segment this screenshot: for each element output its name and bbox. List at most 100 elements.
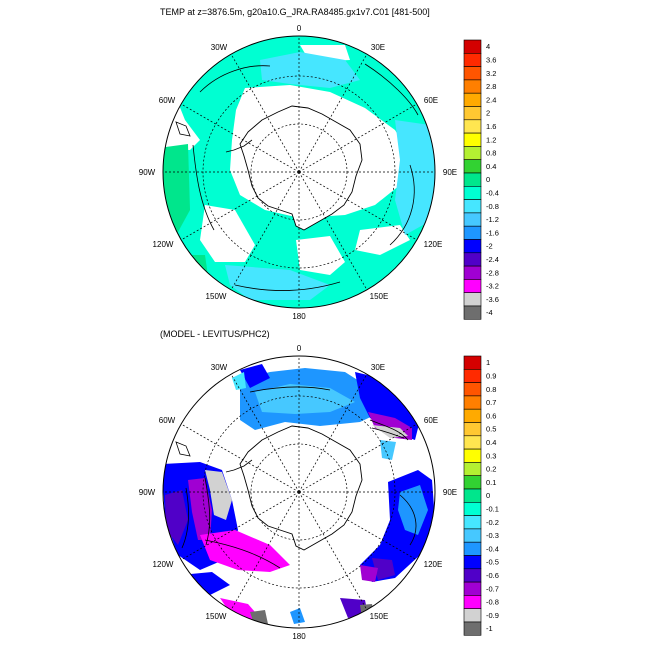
bottom-polar-map: 0 30E 60E 90E 120E 150E 180 150W 120W 90… — [139, 344, 457, 641]
bottom-field-southeast-purple — [372, 558, 395, 580]
top-lon-label-90e: 90E — [443, 168, 457, 177]
bottom-colorbar-swatch-3 — [463, 395, 482, 410]
bottom-lon-label-60e: 60E — [424, 416, 438, 425]
top-colorbar-label-14: -1.6 — [486, 228, 499, 237]
bottom-colorbar-label-13: -0.3 — [486, 531, 499, 540]
bottom-field-west-gray — [205, 470, 232, 520]
bottom-colorbar-label-6: 0.4 — [486, 438, 496, 447]
bottom-colorbar-swatch-8 — [463, 462, 482, 476]
top-longitude-labels: 0 30E 60E 90E 120E 150E 180 150W 120W 90… — [139, 24, 457, 321]
bottom-field-north-cyan — [232, 372, 246, 390]
bottom-colorbar-swatch-5 — [463, 422, 482, 437]
top-colorbar-swatch-5 — [463, 106, 482, 121]
top-lon-label-180: 180 — [292, 312, 306, 321]
bottom-colorbar-swatch-15 — [463, 555, 482, 570]
top-colorbar-label-0: 4 — [486, 42, 490, 51]
top-colorbar-swatch-3 — [463, 79, 482, 94]
top-colorbar-swatch-1 — [463, 52, 482, 67]
bottom-longitude-labels: 0 30E 60E 90E 120E 150E 180 150W 120W 90… — [139, 344, 457, 641]
top-lon-label-30e: 30E — [371, 43, 385, 52]
bottom-peninsula-outline — [225, 459, 253, 473]
top-colorbar-swatch-4 — [463, 92, 482, 107]
top-colorbar-swatch-9 — [463, 159, 482, 174]
top-colorbar-swatch-8 — [463, 146, 482, 160]
bottom-field-west-darkpurple — [165, 490, 188, 545]
bottom-colorbar-swatch-16 — [463, 568, 482, 583]
top-gap-1 — [163, 95, 200, 150]
bottom-lon-label-60w: 60W — [159, 416, 176, 425]
top-field-patch-south — [225, 265, 330, 300]
top-colorbar-label-11: -0.4 — [486, 188, 499, 197]
top-field-patch-north — [260, 52, 360, 88]
bottom-colorbar-swatch-13 — [463, 528, 482, 543]
top-graticule — [163, 36, 435, 308]
bottom-colorbar-label-16: -0.6 — [486, 571, 499, 580]
top-colorbar-label-19: -3.6 — [486, 295, 499, 304]
top-colorbar-label-8: 0.8 — [486, 149, 496, 158]
bottom-colorbar-swatch-2 — [463, 382, 482, 397]
top-colorbar-swatch-16 — [463, 252, 482, 267]
top-colorbar-label-20: -4 — [486, 308, 493, 317]
top-colorbar-swatch-18 — [463, 279, 482, 293]
bottom-colorbar-swatch-17 — [463, 581, 482, 596]
top-colorbar-swatch-14 — [463, 225, 482, 240]
bottom-field-southeast-violet — [360, 565, 378, 582]
bottom-lon-label-90e: 90E — [443, 488, 457, 497]
bottom-graticule — [163, 356, 435, 628]
top-colorbar-swatch-15 — [463, 239, 482, 254]
bottom-lon-label-30e: 30E — [371, 363, 385, 372]
top-colorbar-swatch-13 — [463, 212, 482, 227]
bottom-colorbar: 1 0.9 0.8 0.7 0.6 0.5 0.4 0.3 0.2 0.1 0 -0.1 -0.2 -0.… — [463, 355, 499, 636]
top-colorbar-swatch-12 — [463, 199, 482, 214]
top-polar-map: 0 30E 60E 90E 120E 150E 180 150W 120W 90… — [139, 24, 457, 321]
top-colorbar-label-7: 1.2 — [486, 135, 496, 144]
top-field-patch-east — [395, 120, 435, 235]
top-south-america-outline — [175, 121, 191, 137]
bottom-colorbar-swatch-6 — [463, 435, 482, 450]
top-gap-5 — [355, 225, 410, 255]
bottom-lon-label-180: 180 — [292, 632, 306, 641]
bottom-colorbar-label-7: 0.3 — [486, 451, 496, 460]
top-colorbar-label-3: 2.8 — [486, 82, 496, 91]
bottom-map-border — [162, 355, 436, 629]
top-colorbar-label-15: -2 — [486, 242, 493, 251]
bottom-lon-label-150e: 150E — [370, 612, 389, 621]
bottom-colorbar-swatch-20 — [463, 621, 482, 636]
top-colorbar-label-16: -2.4 — [486, 255, 499, 264]
bottom-field-north-lightblue — [255, 384, 355, 414]
top-lon-label-150e: 150E — [370, 292, 389, 301]
top-colorbar-label-18: -3.2 — [486, 282, 499, 291]
bottom-colorbar-label-12: -0.2 — [486, 518, 499, 527]
bottom-colorbar-label-2: 0.8 — [486, 385, 496, 394]
bottom-colorbar-swatch-0 — [463, 355, 482, 370]
top-colorbar-swatch-11 — [463, 186, 482, 200]
bottom-colorbar-label-19: -0.9 — [486, 611, 499, 620]
bottom-field-west-purple — [188, 478, 212, 540]
bottom-colorbar-label-4: 0.6 — [486, 411, 496, 420]
top-lon-label-90w: 90W — [139, 168, 156, 177]
bottom-colorbar-label-0: 1 — [486, 358, 490, 367]
top-temperature-field — [163, 36, 435, 308]
bottom-field-south-blue — [290, 608, 305, 624]
bottom-lon-label-30w: 30W — [211, 363, 228, 372]
top-colorbar-label-12: -0.8 — [486, 202, 499, 211]
bottom-colorbar-label-5: 0.5 — [486, 425, 496, 434]
top-colorbar: 4 3.6 3.2 2.8 2.4 2 1.6 1.2 0.8 0.4 0 -0.4 -0.8 -1.2 -… — [463, 39, 499, 320]
top-lon-label-120e: 120E — [424, 240, 443, 249]
top-colorbar-swatch-6 — [463, 119, 482, 134]
bottom-colorbar-swatch-12 — [463, 515, 482, 530]
bottom-colorbar-label-9: 0.1 — [486, 478, 496, 487]
bottom-colorbar-swatch-9 — [463, 475, 482, 490]
bottom-colorbar-label-15: -0.5 — [486, 558, 499, 567]
top-contour-lines — [192, 63, 419, 292]
bottom-colorbar-label-14: -0.4 — [486, 544, 499, 553]
bottom-colorbar-label-17: -0.7 — [486, 584, 499, 593]
bottom-lon-label-120w: 120W — [153, 560, 174, 569]
top-colorbar-label-10: 0 — [486, 175, 490, 184]
top-map-title: TEMP at z=3876.5m, g20a10.G_JRA.RA8485.g… — [160, 7, 430, 17]
top-lon-label-120w: 120W — [153, 240, 174, 249]
top-map-border — [162, 35, 436, 309]
bottom-colorbar-label-11: -0.1 — [486, 504, 499, 513]
bottom-colorbar-label-18: -0.8 — [486, 598, 499, 607]
